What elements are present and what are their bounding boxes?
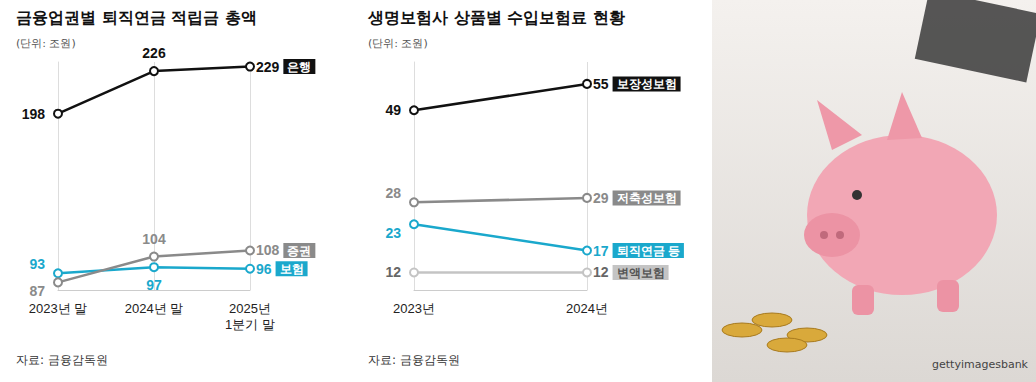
svg-text:226: 226 — [142, 45, 166, 61]
svg-text:87: 87 — [29, 283, 45, 299]
svg-text:저축성보험: 저축성보험 — [617, 191, 677, 205]
svg-text:2023년 말: 2023년 말 — [29, 301, 88, 316]
svg-text:104: 104 — [142, 231, 166, 247]
svg-text:97: 97 — [146, 277, 162, 293]
svg-text:96: 96 — [256, 261, 272, 277]
svg-text:28: 28 — [385, 185, 401, 201]
svg-text:2024년: 2024년 — [566, 301, 608, 316]
svg-text:퇴직연금 등: 퇴직연금 등 — [617, 244, 680, 258]
svg-text:보장성보험: 보장성보험 — [617, 77, 677, 91]
svg-text:2023년: 2023년 — [393, 301, 435, 316]
svg-text:12: 12 — [385, 264, 401, 280]
svg-text:17: 17 — [593, 243, 609, 259]
html-text:자료: 금융감독원: 자료: 금융감독원 — [368, 353, 460, 367]
svg-text:108: 108 — [256, 242, 280, 258]
html-text:금융업권별 퇴직연금 적립금 총액: 금융업권별 퇴직연금 적립금 총액 — [16, 8, 257, 27]
svg-text:은행: 은행 — [287, 60, 311, 74]
html-text:자료: 금융감독원: 자료: 금융감독원 — [16, 353, 108, 367]
svg-text:229: 229 — [256, 59, 280, 75]
svg-text:93: 93 — [29, 256, 45, 272]
svg-text:55: 55 — [593, 76, 609, 92]
svg-text:12: 12 — [593, 264, 609, 280]
svg-text:2024년 말: 2024년 말 — [125, 301, 184, 316]
svg-text:변액보험: 변액보험 — [617, 266, 665, 280]
svg-text:2025년: 2025년 — [229, 301, 271, 316]
svg-text:1분기 말: 1분기 말 — [225, 317, 275, 332]
svg-text:49: 49 — [385, 102, 401, 118]
svg-text:증권: 증권 — [287, 244, 311, 258]
svg-text:198: 198 — [22, 106, 46, 122]
html-text:생명보험사 상품별 수입보험료 현황: 생명보험사 상품별 수입보험료 현황 — [368, 8, 625, 27]
svg-text:29: 29 — [593, 190, 609, 206]
html-text:(단위: 조원): (단위: 조원) — [16, 37, 76, 50]
svg-text:23: 23 — [385, 225, 401, 241]
svg-text:보험: 보험 — [280, 262, 304, 276]
html-text:(단위: 조원): (단위: 조원) — [368, 37, 428, 50]
html-text:gettyimagesbank: gettyimagesbank — [932, 358, 1028, 371]
